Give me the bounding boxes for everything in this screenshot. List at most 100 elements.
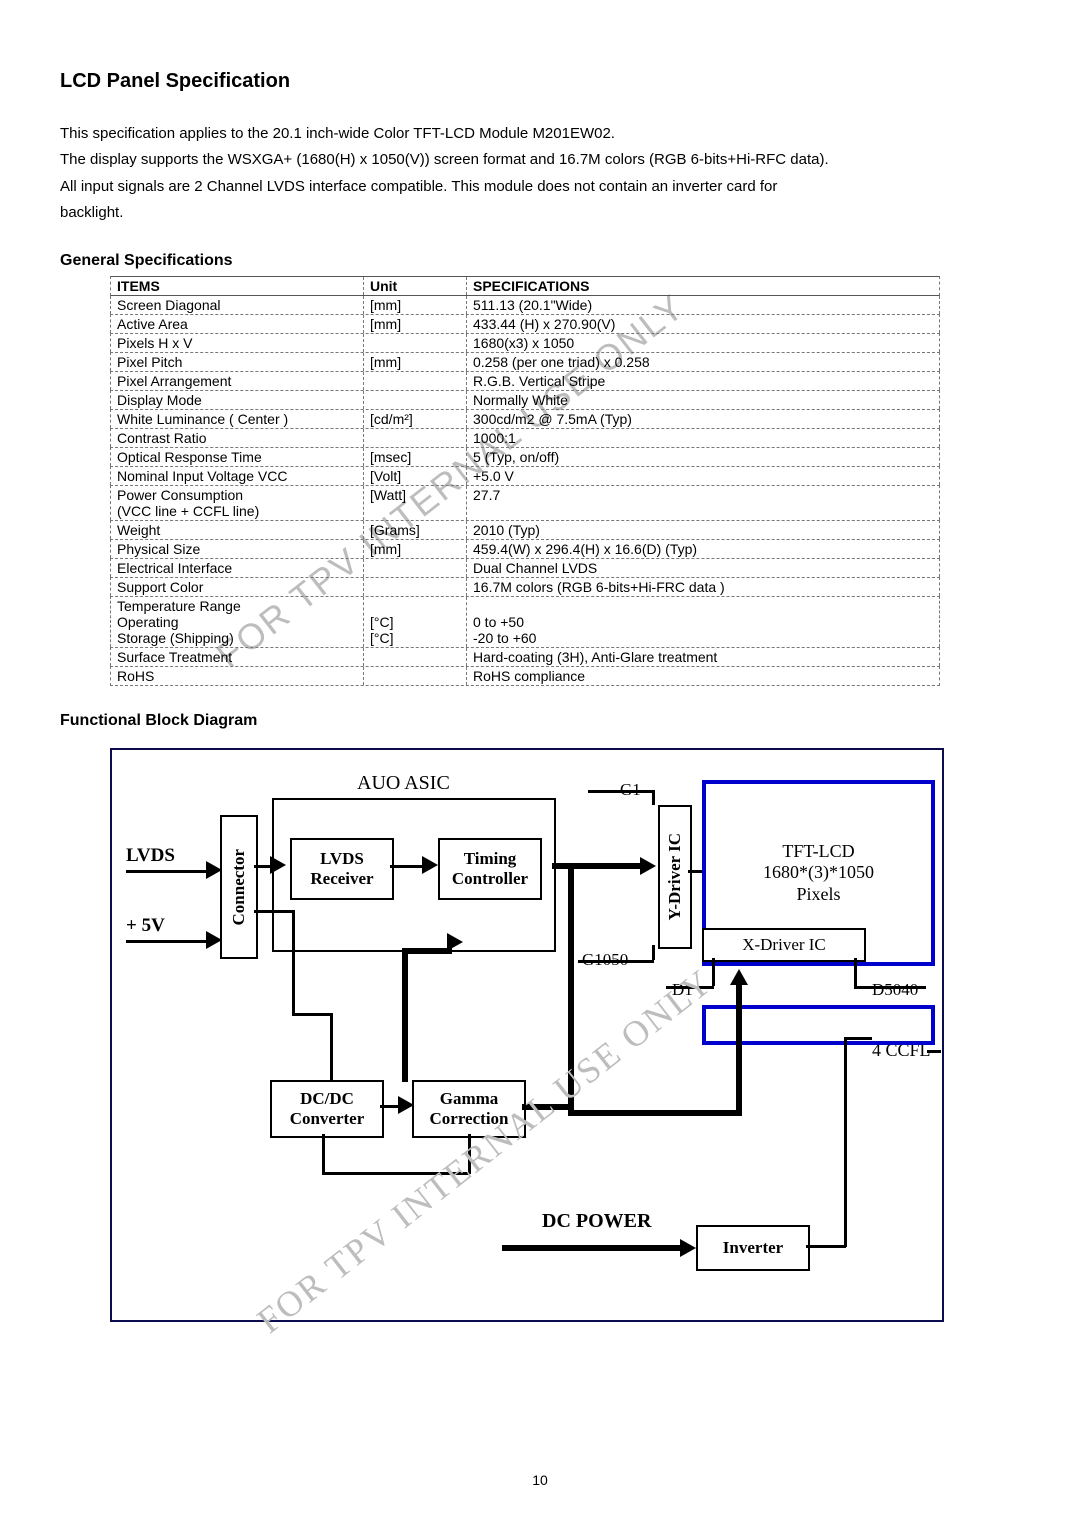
cell-spec: RoHS compliance: [467, 667, 939, 685]
cell-spec: Dual Channel LVDS: [467, 559, 939, 577]
cell-item: Display Mode: [111, 391, 364, 409]
cell-spec: 459.4(W) x 296.4(H) x 16.6(D) (Typ): [467, 540, 939, 558]
cell-unit: [mm]: [364, 315, 467, 333]
cell-item: Pixel Pitch: [111, 353, 364, 371]
d5040-label: D5040: [872, 980, 918, 1000]
cell-item: Temperature Range Operating Storage (Shi…: [111, 597, 364, 647]
cell-spec: +5.0 V: [467, 467, 939, 485]
cell-item: Contrast Ratio: [111, 429, 364, 447]
table-row: Active Area[mm]433.44 (H) x 270.90(V): [110, 314, 940, 333]
cell-unit: [364, 559, 467, 577]
intro-paragraph: This specification applies to the 20.1 i…: [60, 121, 1020, 226]
cell-unit: [364, 578, 467, 596]
cell-unit: [364, 391, 467, 409]
asic-label: AUO ASIC: [357, 772, 450, 795]
table-header-row: ITEMS Unit SPECIFICATIONS: [110, 276, 940, 296]
connector-box: Connector: [220, 815, 258, 959]
tft-label: TFT-LCD 1680*(3)*1050 Pixels: [763, 841, 874, 906]
cell-spec: 1680(x3) x 1050: [467, 334, 939, 352]
cell-spec: 2010 (Typ): [467, 521, 939, 539]
table-row: Pixel Arrangement R.G.B. Vertical Stripe: [110, 371, 940, 390]
ydriver-box: Y-Driver IC: [658, 805, 692, 949]
spec-table: ITEMS Unit SPECIFICATIONS Screen Diagona…: [110, 276, 940, 686]
cell-item: Nominal Input Voltage VCC: [111, 467, 364, 485]
timing-controller-box: Timing Controller: [438, 838, 542, 900]
page-number: 10: [0, 1472, 1080, 1488]
cell-spec: 511.13 (20.1"Wide): [467, 296, 939, 314]
table-row: White Luminance ( Center )[cd/m²]300cd/m…: [110, 409, 940, 428]
inverter-box: Inverter: [696, 1225, 810, 1271]
cell-spec: 0.258 (per one triad) x 0.258: [467, 353, 939, 371]
cell-unit: [364, 648, 467, 666]
cell-item: Physical Size: [111, 540, 364, 558]
cell-unit: [msec]: [364, 448, 467, 466]
dcpower-label: DC POWER: [542, 1210, 651, 1233]
section-functional-block-diagram: Functional Block Diagram: [60, 712, 1020, 730]
table-row: Nominal Input Voltage VCC[Volt]+5.0 V: [110, 466, 940, 485]
table-row: Pixel Pitch[mm]0.258 (per one triad) x 0…: [110, 352, 940, 371]
cell-spec: 16.7M colors (RGB 6-bits+Hi-FRC data ): [467, 578, 939, 596]
watermark: FOR TPV INTERNAL USE ONLY: [249, 960, 721, 1341]
table-row: Optical Response Time[msec]5 (Typ, on/of…: [110, 447, 940, 466]
lvds-label: LVDS: [126, 845, 175, 867]
cell-item: Electrical Interface: [111, 559, 364, 577]
table-row: RoHS RoHS compliance: [110, 666, 940, 686]
table-row: Weight[Grams]2010 (Typ): [110, 520, 940, 539]
cell-unit: [mm]: [364, 540, 467, 558]
cell-unit: [364, 372, 467, 390]
table-row: Contrast Ratio 1000:1: [110, 428, 940, 447]
cell-item: RoHS: [111, 667, 364, 685]
table-row: Screen Diagonal[mm]511.13 (20.1"Wide): [110, 296, 940, 314]
cell-spec: Hard-coating (3H), Anti-Glare treatment: [467, 648, 939, 666]
cell-unit: [Volt]: [364, 467, 467, 485]
cell-item: Screen Diagonal: [111, 296, 364, 314]
cell-unit: [mm]: [364, 353, 467, 371]
cell-unit: [364, 429, 467, 447]
cell-spec: R.G.B. Vertical Stripe: [467, 372, 939, 390]
cell-item: Power Consumption (VCC line + CCFL line): [111, 486, 364, 520]
plus5v-label: + 5V: [126, 915, 165, 937]
cell-unit: [°C] [°C]: [364, 597, 467, 647]
cell-unit: [364, 334, 467, 352]
block-diagram: FOR TPV INTERNAL USE ONLY LVDS + 5V Conn…: [110, 748, 944, 1322]
cell-unit: [Watt]: [364, 486, 467, 520]
table-row: Electrical Interface Dual Channel LVDS: [110, 558, 940, 577]
cell-item: White Luminance ( Center ): [111, 410, 364, 428]
table-header: ITEMS: [111, 277, 364, 295]
cell-item: Surface Treatment: [111, 648, 364, 666]
xdriver-box: X-Driver IC: [702, 928, 866, 962]
connector-label: Connector: [229, 849, 249, 925]
cell-spec: 300cd/m2 @ 7.5mA (Typ): [467, 410, 939, 428]
cell-unit: [Grams]: [364, 521, 467, 539]
table-row: Temperature Range Operating Storage (Shi…: [110, 596, 940, 647]
cell-spec: 433.44 (H) x 270.90(V): [467, 315, 939, 333]
cell-unit: [cd/m²]: [364, 410, 467, 428]
cell-spec: 1000:1: [467, 429, 939, 447]
table-row: Surface Treatment Hard-coating (3H), Anti…: [110, 647, 940, 666]
table-row: Pixels H x V 1680(x3) x 1050: [110, 333, 940, 352]
cell-spec: 5 (Typ, on/off): [467, 448, 939, 466]
section-general-specifications: General Specifications: [60, 252, 1020, 270]
intro-line: All input signals are 2 Channel LVDS int…: [60, 174, 1020, 200]
cell-unit: [mm]: [364, 296, 467, 314]
cell-spec: 0 to +50 -20 to +60: [467, 597, 939, 647]
intro-line: The display supports the WSXGA+ (1680(H)…: [60, 147, 1020, 173]
cell-item: Pixel Arrangement: [111, 372, 364, 390]
gamma-box: Gamma Correction: [412, 1080, 526, 1138]
d1-label: D1: [672, 980, 693, 1000]
page-title: LCD Panel Specification: [60, 70, 1020, 93]
table-row: Power Consumption (VCC line + CCFL line)…: [110, 485, 940, 520]
cell-item: Optical Response Time: [111, 448, 364, 466]
intro-line: This specification applies to the 20.1 i…: [60, 121, 1020, 147]
cell-unit: [364, 667, 467, 685]
cell-item: Support Color: [111, 578, 364, 596]
table-row: Physical Size[mm]459.4(W) x 296.4(H) x 1…: [110, 539, 940, 558]
cell-item: Pixels H x V: [111, 334, 364, 352]
table-row: Support Color 16.7M colors (RGB 6-bits+Hi…: [110, 577, 940, 596]
dcdc-box: DC/DC Converter: [270, 1080, 384, 1138]
lvds-receiver-box: LVDS Receiver: [290, 838, 394, 900]
cell-item: Weight: [111, 521, 364, 539]
intro-line: backlight.: [60, 200, 1020, 226]
cell-spec: Normally White: [467, 391, 939, 409]
table-header: Unit: [364, 277, 467, 295]
